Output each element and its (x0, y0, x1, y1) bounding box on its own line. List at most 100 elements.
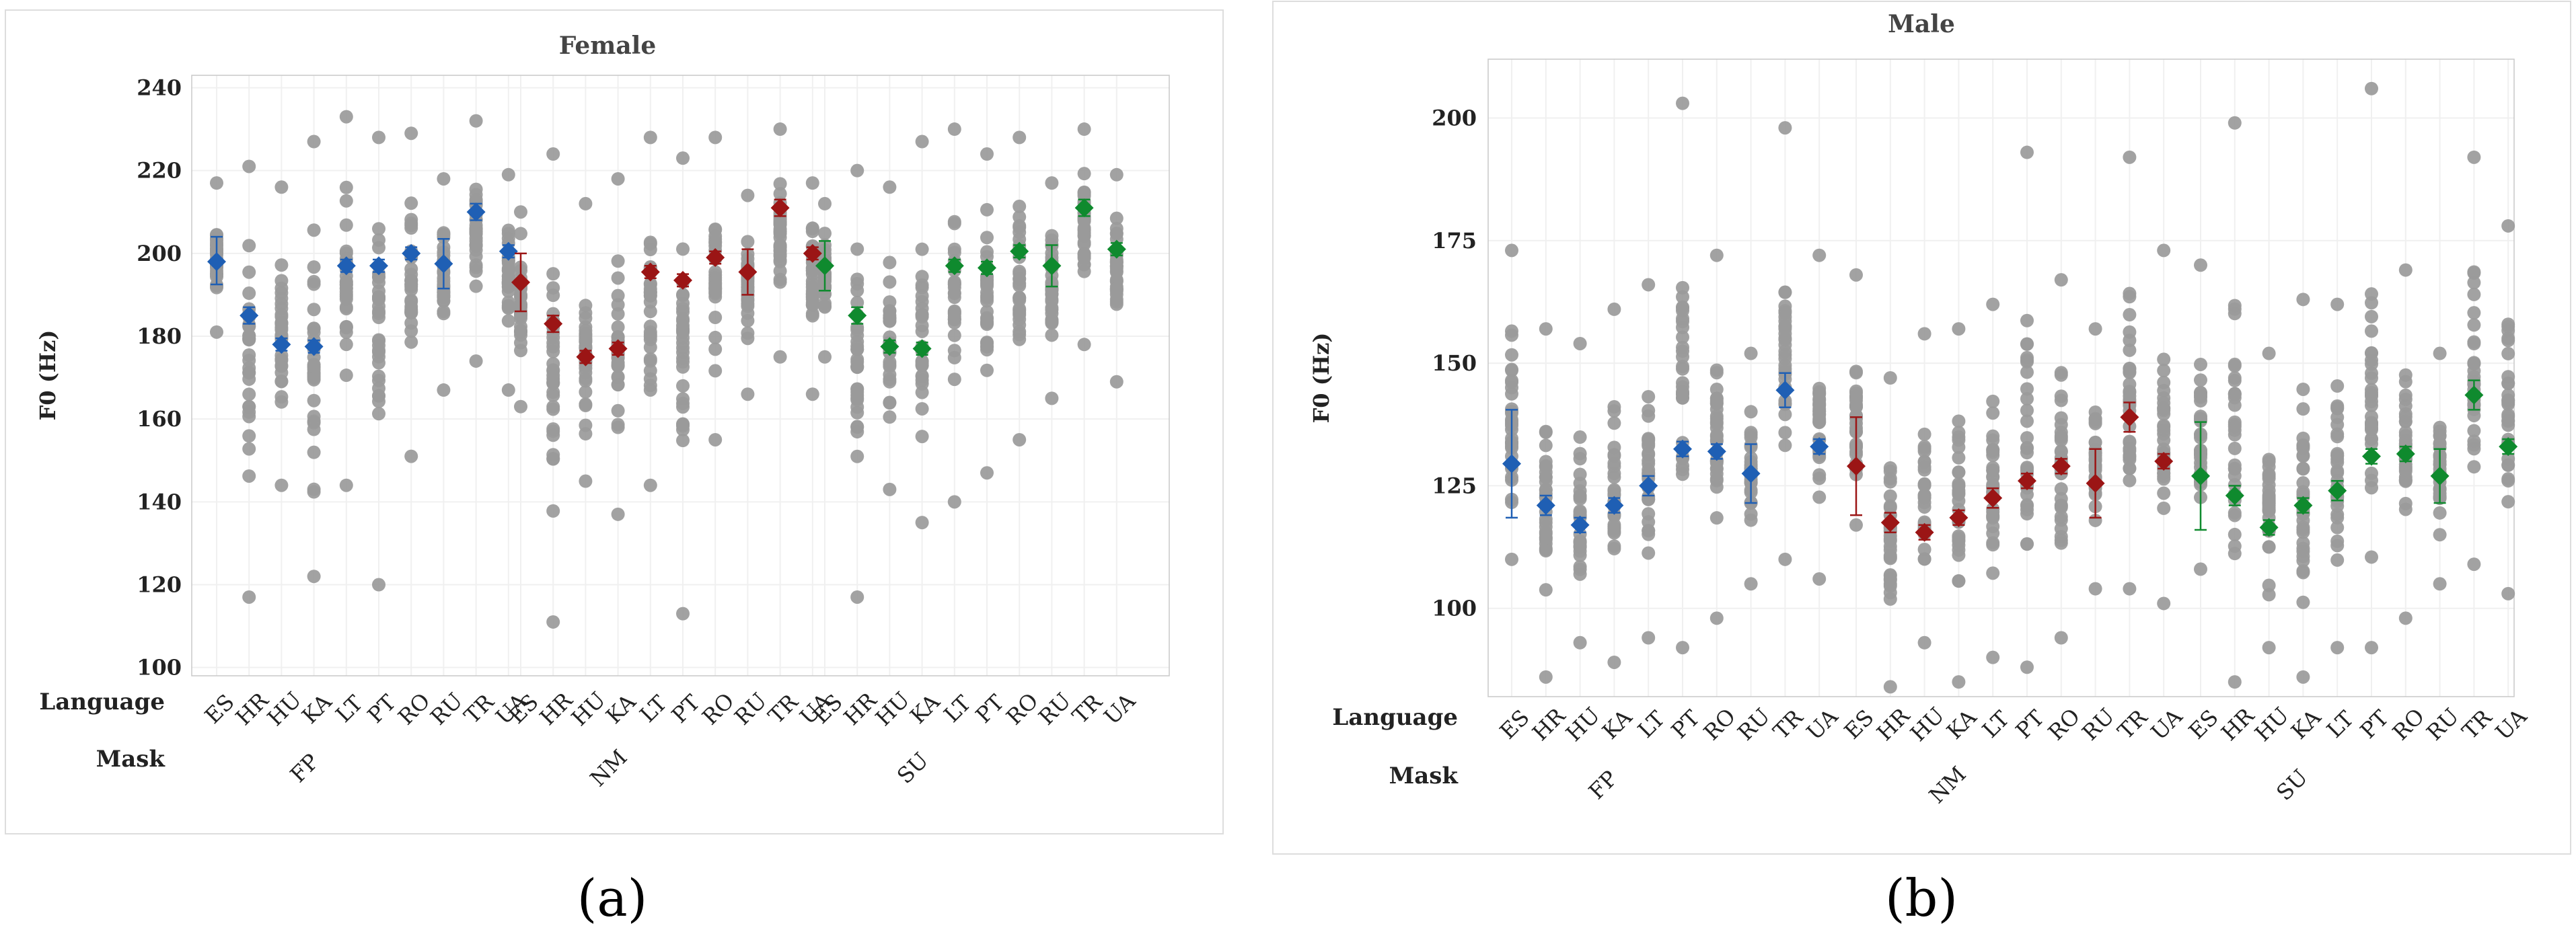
data-point (2296, 564, 2310, 578)
data-point (708, 285, 723, 299)
data-point (741, 332, 755, 346)
y-tick-label: 180 (137, 323, 182, 349)
data-point (2330, 464, 2345, 478)
data-point (1952, 322, 1966, 336)
data-point (2398, 502, 2413, 516)
mean-marker (336, 256, 356, 276)
data-point (850, 277, 864, 291)
data-point (501, 223, 515, 237)
data-point (2398, 425, 2413, 439)
data-point (2330, 641, 2345, 655)
data-point (708, 239, 723, 253)
data-point (1952, 486, 1966, 500)
data-point (1709, 412, 1724, 426)
data-point (1077, 221, 1091, 235)
data-point (2501, 586, 2515, 600)
data-point (676, 297, 690, 311)
data-point (773, 222, 787, 236)
data-point (2123, 325, 2137, 339)
data-point (1986, 538, 2000, 552)
data-point (1077, 187, 1091, 201)
means-female (207, 198, 1126, 366)
data-point (915, 356, 929, 371)
data-point (611, 358, 625, 372)
y-tick-label: 125 (1432, 473, 1477, 498)
data-point (676, 400, 690, 414)
data-point (372, 305, 385, 319)
data-point (1642, 438, 1656, 453)
data-point (1676, 362, 1689, 376)
data-point (611, 403, 625, 418)
data-point (1883, 371, 1897, 385)
data-point (2020, 382, 2034, 396)
data-point (2501, 317, 2515, 332)
data-point (2467, 557, 2481, 572)
data-point (501, 275, 515, 289)
data-point (2123, 290, 2137, 304)
data-point (850, 163, 864, 178)
data-point (2157, 352, 2171, 366)
data-point (2296, 402, 2310, 416)
mean-marker (1570, 515, 1590, 535)
data-point (372, 407, 385, 421)
data-point (579, 374, 593, 388)
data-point (915, 134, 929, 149)
data-point (1986, 463, 2000, 477)
data-point (2365, 324, 2378, 338)
data-point (773, 187, 787, 201)
row-label-language-female: Language (39, 689, 165, 715)
data-point (2123, 308, 2137, 322)
data-point (2157, 501, 2171, 515)
data-point (643, 329, 657, 344)
data-point (883, 482, 897, 496)
mean-marker (2086, 473, 2105, 493)
y-tick-label: 175 (1432, 228, 1477, 254)
data-point (643, 288, 657, 303)
data-point (2467, 276, 2481, 290)
data-point (274, 281, 289, 295)
data-point (1952, 451, 1966, 465)
data-point (307, 359, 321, 373)
data-point (514, 399, 527, 414)
data-point (2467, 442, 2481, 456)
data-point (339, 300, 353, 314)
data-point (339, 338, 353, 352)
data-point (1505, 348, 1518, 362)
data-point (2296, 438, 2310, 452)
data-point (372, 130, 385, 145)
data-point (676, 360, 690, 374)
data-point (1709, 511, 1724, 525)
data-point (1109, 255, 1124, 269)
data-point (2467, 265, 2481, 279)
data-point (2398, 407, 2413, 421)
data-point (2020, 488, 2034, 502)
chart-title-female: Female (559, 32, 657, 60)
data-point (1744, 405, 1758, 419)
data-point (1778, 426, 1792, 440)
data-point (2365, 287, 2378, 301)
data-point (2398, 263, 2413, 277)
data-point (2467, 318, 2481, 332)
data-point (805, 286, 819, 301)
data-point (437, 171, 451, 186)
data-point (1917, 496, 1931, 510)
data-point (2228, 508, 2242, 522)
data-point (372, 345, 385, 359)
data-point (708, 311, 723, 325)
data-point (242, 366, 256, 380)
data-point (1573, 467, 1587, 481)
data-point (274, 395, 289, 409)
data-point (2330, 539, 2345, 553)
data-point (676, 379, 690, 393)
data-point (501, 167, 515, 182)
data-point (307, 570, 321, 584)
data-point (2433, 346, 2447, 360)
data-point (850, 242, 864, 256)
data-point (1917, 543, 1931, 557)
data-point (2365, 473, 2378, 488)
data-point (2365, 437, 2378, 451)
data-point (1917, 327, 1931, 341)
data-point (1676, 641, 1689, 655)
data-point (1812, 468, 1827, 482)
data-point (469, 114, 483, 128)
